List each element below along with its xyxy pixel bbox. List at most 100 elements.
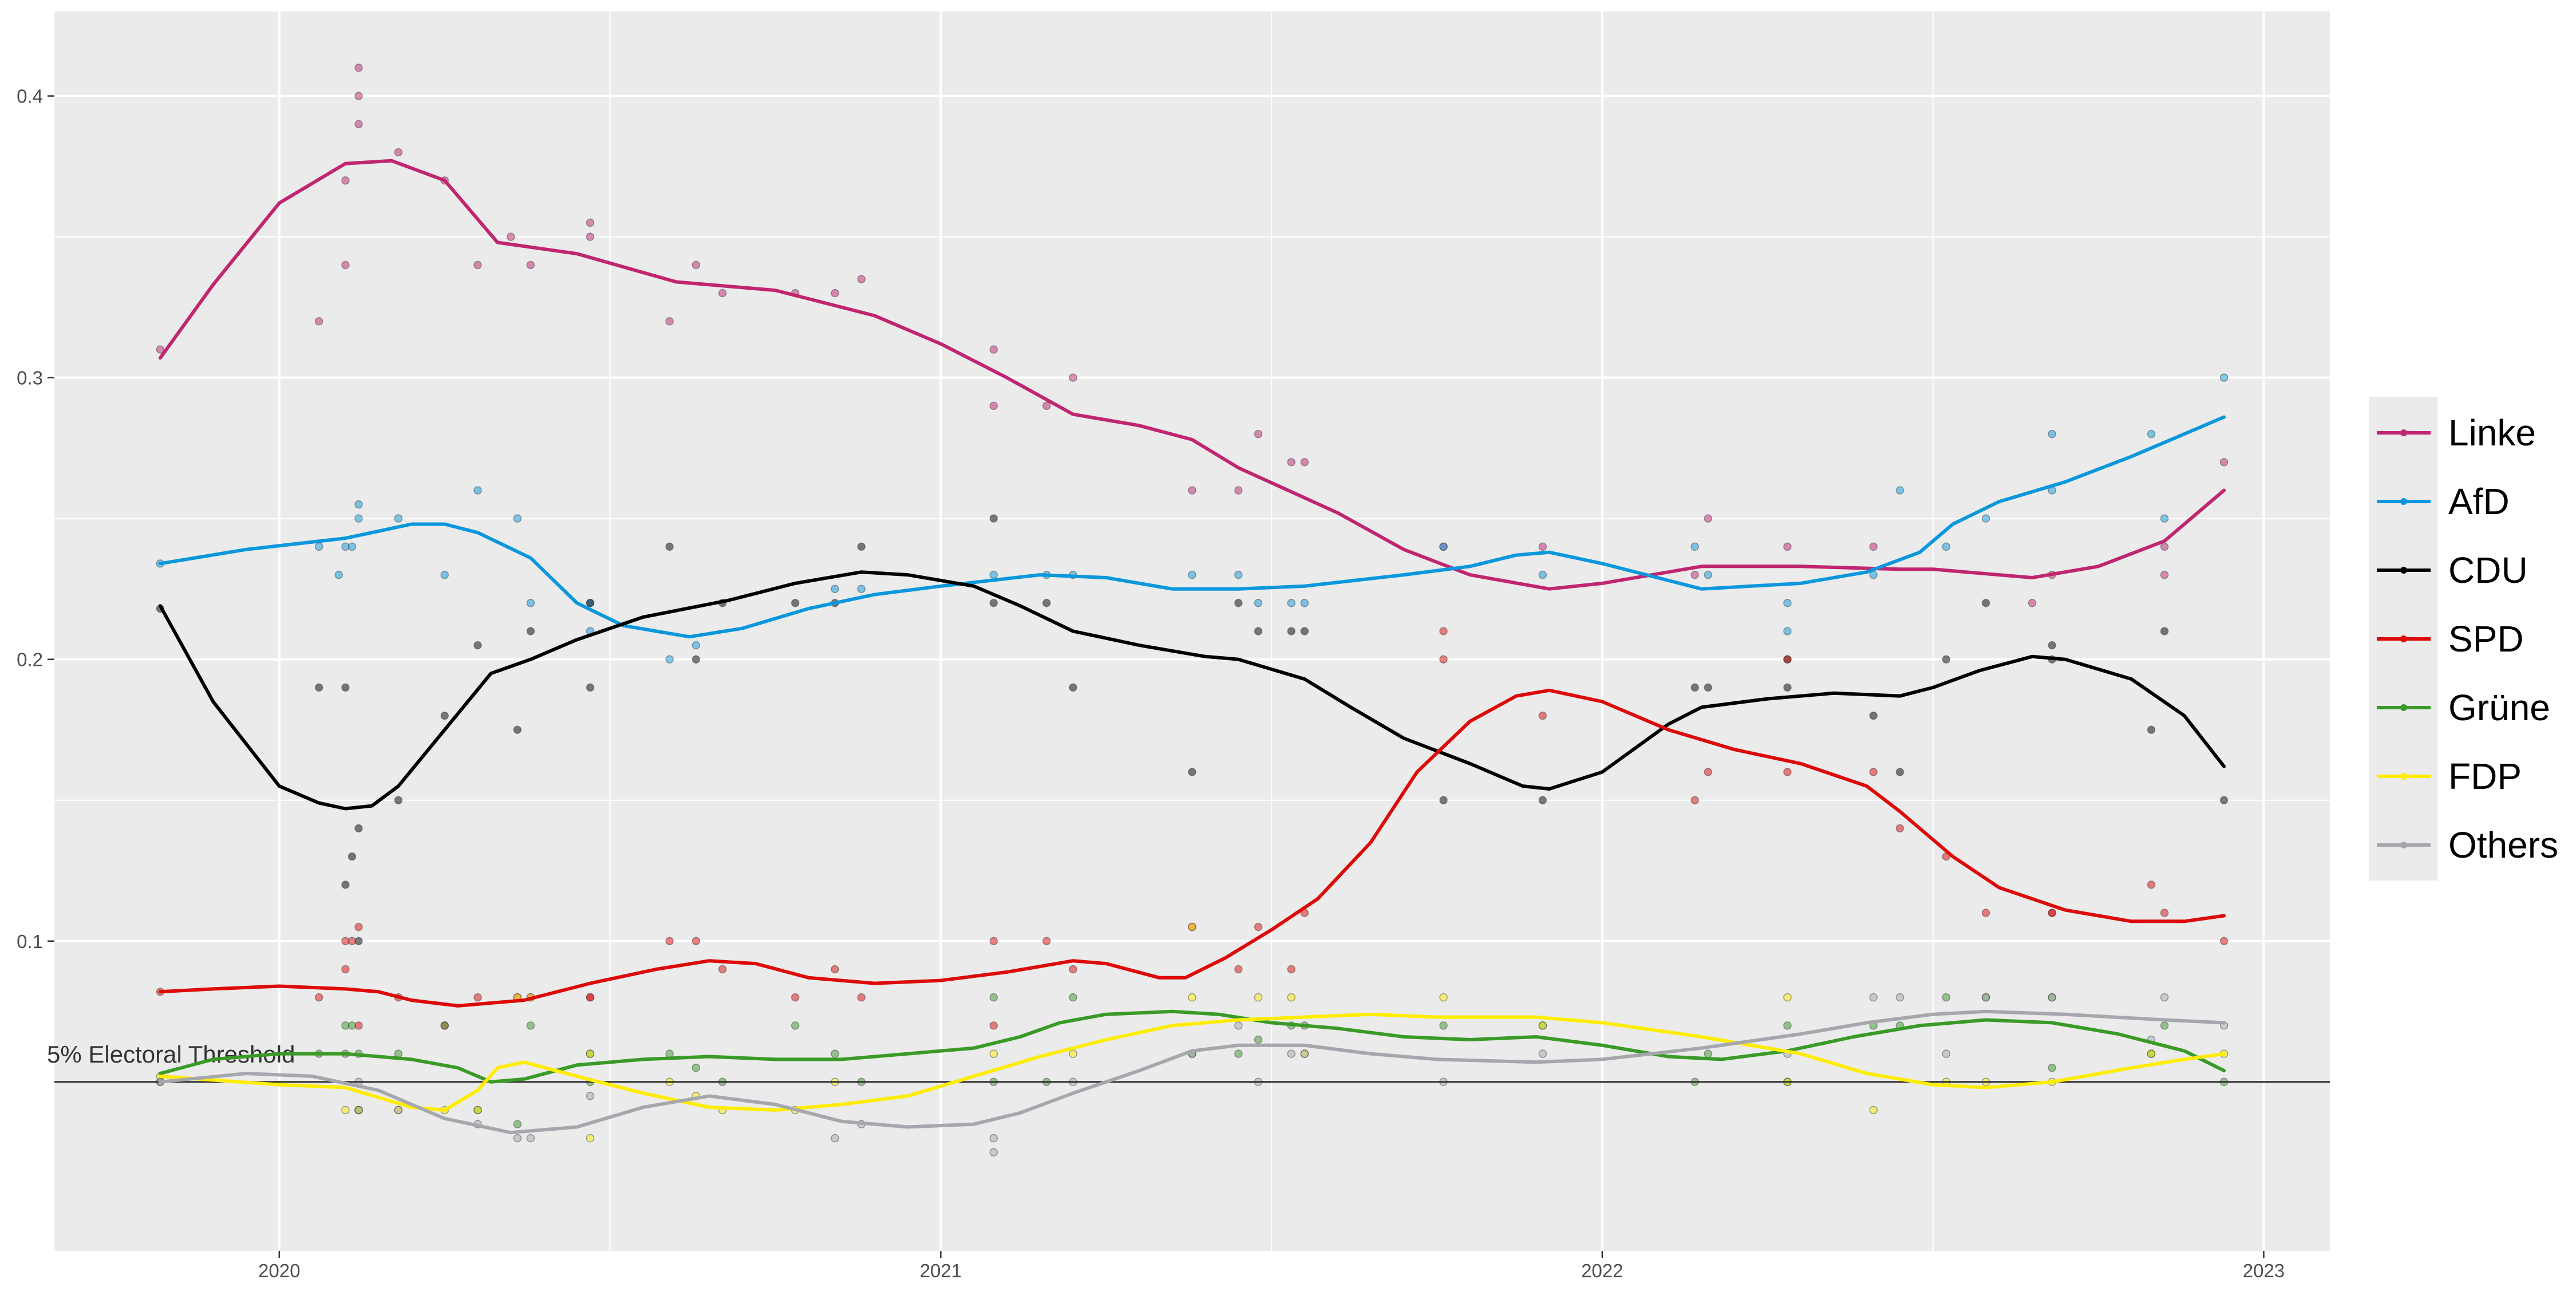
legend-label: Others	[2448, 824, 2558, 866]
data-point-fdp	[586, 1049, 595, 1058]
data-point-afd	[2219, 373, 2229, 382]
data-point-cdu	[354, 824, 363, 833]
data-point-others	[1300, 1049, 1309, 1058]
data-point-afd	[526, 599, 535, 607]
trend-line-linke	[158, 159, 2226, 591]
legend-item-spd: SPD	[2377, 618, 2524, 660]
data-point-cdu	[989, 514, 998, 523]
data-point-spd	[1981, 909, 1990, 917]
data-point-others	[831, 1134, 839, 1143]
data-point-cdu	[1869, 711, 1878, 720]
data-point-cdu	[665, 542, 674, 551]
data-point-linke	[1188, 486, 1196, 495]
legend-key-point	[2400, 498, 2407, 505]
data-point-others	[394, 1106, 403, 1115]
data-point-grune	[440, 1021, 449, 1030]
data-point-others	[354, 1106, 363, 1115]
data-point-cdu	[2160, 627, 2169, 635]
data-point-grune	[665, 1049, 674, 1058]
data-point-spd	[1783, 655, 1792, 664]
data-point-linke	[354, 120, 363, 129]
data-point-afd	[692, 641, 701, 650]
data-point-cdu	[1538, 796, 1547, 804]
data-point-others	[1942, 1049, 1951, 1058]
legend-label: CDU	[2448, 550, 2528, 591]
data-point-linke	[394, 148, 403, 157]
data-point-afd	[1234, 570, 1243, 579]
data-point-cdu	[1942, 655, 1951, 664]
data-point-cdu	[1069, 683, 1077, 692]
data-point-fdp	[1188, 922, 1196, 931]
data-point-spd	[586, 993, 595, 1002]
data-point-cdu	[314, 683, 323, 692]
data-point-grune	[989, 993, 998, 1002]
data-point-cdu	[341, 881, 350, 889]
data-point-grune	[2160, 1021, 2169, 1030]
data-point-linke	[831, 289, 839, 298]
data-point-cdu	[394, 796, 403, 804]
data-point-spd	[1439, 655, 1448, 664]
data-point-linke	[857, 275, 866, 283]
data-point-grune	[1942, 993, 1951, 1002]
legend-key-point	[2400, 567, 2407, 574]
data-point-cdu	[1042, 599, 1051, 607]
data-point-spd	[857, 993, 866, 1002]
data-point-cdu	[989, 599, 998, 607]
data-point-grune	[1069, 993, 1077, 1002]
data-point-cdu	[586, 683, 595, 692]
data-point-grune	[831, 1049, 839, 1058]
data-point-afd	[1942, 542, 1951, 551]
data-point-grune	[526, 1021, 535, 1030]
data-point-cdu	[473, 641, 482, 650]
data-point-spd	[1690, 796, 1699, 804]
legend-key-point	[2400, 773, 2407, 780]
data-point-linke	[692, 260, 701, 270]
data-point-cdu	[692, 655, 701, 664]
data-point-others	[1538, 1049, 1547, 1058]
data-point-spd	[1538, 711, 1547, 720]
legend: Linke AfD CDU SPD Grüne FDP Others	[2369, 397, 2558, 881]
data-point-afd	[347, 542, 357, 551]
data-point-linke	[341, 176, 350, 185]
data-point-fdp	[1783, 993, 1792, 1002]
data-point-linke	[341, 260, 350, 270]
data-point-spd	[791, 993, 800, 1002]
data-point-spd	[665, 937, 674, 945]
data-point-spd	[1783, 768, 1792, 776]
data-point-linke	[2160, 570, 2169, 579]
data-point-linke	[1069, 373, 1077, 382]
data-point-spd	[831, 965, 839, 974]
x-tick-label: 2023	[2243, 1260, 2285, 1281]
data-point-linke	[1869, 542, 1878, 551]
axis-ticks	[48, 95, 2265, 1258]
data-point-fdp	[1538, 1021, 1547, 1030]
data-point-fdp	[473, 1106, 482, 1115]
data-point-linke	[156, 345, 165, 354]
data-point-linke	[989, 401, 998, 410]
data-point-grune	[1254, 1035, 1263, 1044]
data-point-afd	[1783, 627, 1792, 635]
data-point-cdu	[1234, 599, 1243, 607]
data-point-afd	[1538, 570, 1547, 579]
data-point-cdu	[1287, 627, 1296, 635]
x-tick-label: 2020	[258, 1260, 300, 1281]
y-tick-label: 0.1	[17, 931, 43, 952]
data-point-grune	[1234, 1049, 1243, 1058]
data-point-others	[586, 1092, 595, 1100]
data-point-spd	[2160, 909, 2169, 917]
data-point-spd	[1439, 627, 1448, 635]
data-point-spd	[1234, 965, 1243, 974]
data-point-cdu	[791, 599, 800, 607]
legend-key-point	[2400, 635, 2407, 642]
data-point-fdp	[1439, 993, 1448, 1002]
data-point-spd	[341, 965, 350, 974]
legend-key-point	[2400, 704, 2407, 711]
y-tick-label: 0.2	[17, 649, 43, 670]
data-point-linke	[314, 317, 323, 326]
data-point-spd	[1704, 768, 1713, 776]
data-point-spd	[2147, 881, 2156, 889]
data-point-spd	[314, 993, 323, 1002]
data-point-others	[1287, 1049, 1296, 1058]
data-point-afd	[354, 500, 363, 509]
